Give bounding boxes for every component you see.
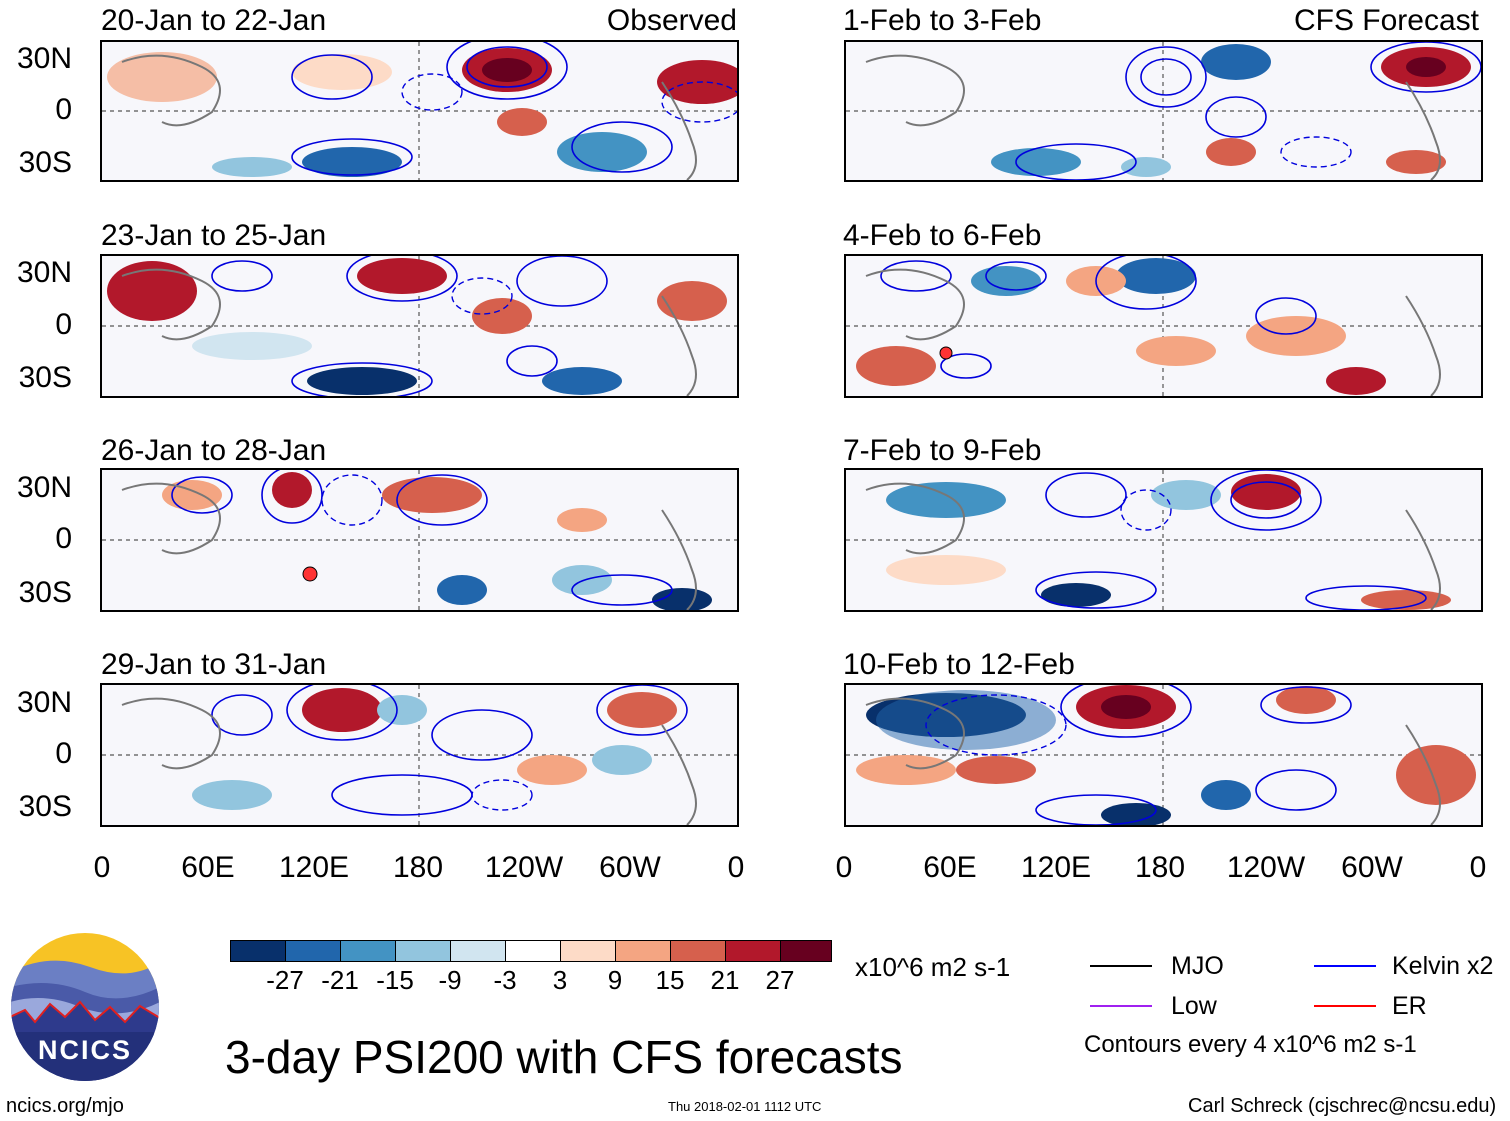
footer-author: Carl Schreck (cjschrec@ncsu.edu) bbox=[1188, 1095, 1497, 1117]
lon-label-120w: 120W bbox=[484, 851, 564, 884]
panel-title-4: 29-Jan to 31-Jan bbox=[101, 648, 327, 681]
colorbar-tick-label: -3 bbox=[493, 965, 517, 995]
colorbar-cell bbox=[670, 940, 726, 962]
lat-label-30n: 30N bbox=[16, 42, 72, 75]
panel-title-8: 10-Feb to 12-Feb bbox=[843, 648, 1075, 681]
colorbar-cell bbox=[340, 940, 396, 962]
map-panel-6 bbox=[844, 254, 1483, 398]
legend-er-line bbox=[1314, 1005, 1376, 1007]
lon-label-180: 180 bbox=[1134, 851, 1186, 884]
colorbar-tick-label: -27 bbox=[266, 965, 304, 995]
lon-label-60e: 60E bbox=[923, 851, 977, 884]
footer-timestamp: Thu 2018-02-01 1112 UTC bbox=[668, 1099, 822, 1114]
lat-label-30s: 30S bbox=[18, 361, 72, 394]
colorbar-cell bbox=[395, 940, 451, 962]
colorbar-cell bbox=[725, 940, 781, 962]
colorbar-cell bbox=[780, 940, 832, 962]
lon-label-120w: 120W bbox=[1226, 851, 1306, 884]
colorbar-tick-label: -9 bbox=[438, 965, 462, 995]
logo-text: NCICS bbox=[37, 1035, 132, 1065]
lon-label-60w: 60W bbox=[599, 851, 661, 884]
legend-note: Contours every 4 x10^6 m2 s-1 bbox=[1084, 1031, 1417, 1058]
colorbar-tick-label: 21 bbox=[710, 965, 740, 995]
colorbar-cell bbox=[505, 940, 561, 962]
lat-label-30s: 30S bbox=[18, 790, 72, 823]
lon-label-0: 0 bbox=[93, 851, 111, 884]
colorbar-cell bbox=[230, 940, 286, 962]
lat-label-eq: 0 bbox=[55, 737, 72, 770]
legend-mjo-label: MJO bbox=[1171, 952, 1224, 980]
lat-label-30n: 30N bbox=[16, 256, 72, 289]
lon-label-120e: 120E bbox=[1020, 851, 1092, 884]
map-panel-8 bbox=[844, 683, 1483, 827]
colorbar-cell bbox=[285, 940, 341, 962]
legend-kelvin-line bbox=[1314, 965, 1376, 967]
lon-label-120e: 120E bbox=[278, 851, 350, 884]
lon-label-0: 0 bbox=[835, 851, 853, 884]
legend-er-label: ER bbox=[1392, 992, 1427, 1020]
map-panel-7 bbox=[844, 468, 1483, 612]
map-panel-2 bbox=[100, 254, 739, 398]
lon-label-60e: 60E bbox=[181, 851, 235, 884]
lon-label-60w: 60W bbox=[1341, 851, 1403, 884]
lat-label-30n: 30N bbox=[16, 686, 72, 719]
main-title: 3-day PSI200 with CFS forecasts bbox=[225, 1031, 903, 1083]
lat-label-eq: 0 bbox=[55, 522, 72, 555]
lat-label-30n: 30N bbox=[16, 471, 72, 504]
map-panel-3 bbox=[100, 468, 739, 612]
colorbar-units: x10^6 m2 s-1 bbox=[855, 952, 1011, 982]
lat-label-eq: 0 bbox=[55, 308, 72, 341]
panel-title-7: 7-Feb to 9-Feb bbox=[843, 434, 1042, 467]
forecast-label: CFS Forecast bbox=[1293, 4, 1479, 37]
legend-low-line bbox=[1090, 1005, 1152, 1007]
lon-label-180: 180 bbox=[392, 851, 444, 884]
map-panel-5 bbox=[844, 40, 1483, 182]
observed-label: Observed bbox=[606, 4, 737, 37]
lat-label-eq: 0 bbox=[55, 93, 72, 126]
panel-title-3: 26-Jan to 28-Jan bbox=[101, 434, 327, 467]
colorbar-tick-label: -21 bbox=[321, 965, 359, 995]
map-panel-1 bbox=[100, 40, 739, 182]
lon-label-0: 0 bbox=[1469, 851, 1487, 884]
footer-url[interactable]: ncics.org/mjo bbox=[6, 1095, 124, 1117]
ncics-logo: NCICS bbox=[10, 932, 160, 1082]
panel-title-1: 20-Jan to 22-Jan bbox=[101, 4, 327, 37]
colorbar-cell bbox=[560, 940, 616, 962]
map-panel-4 bbox=[100, 683, 739, 827]
colorbar bbox=[230, 940, 832, 962]
lat-label-30s: 30S bbox=[18, 146, 72, 179]
panel-title-6: 4-Feb to 6-Feb bbox=[843, 219, 1042, 252]
lat-label-30s: 30S bbox=[18, 576, 72, 609]
legend-mjo-line bbox=[1090, 965, 1152, 967]
colorbar-cell bbox=[450, 940, 506, 962]
panel-title-5: 1-Feb to 3-Feb bbox=[843, 4, 1042, 37]
colorbar-tick-label: 9 bbox=[607, 965, 623, 995]
colorbar-tick-label: 27 bbox=[765, 965, 795, 995]
colorbar-tick-label: 15 bbox=[655, 965, 685, 995]
legend-kelvin-label: Kelvin x2 bbox=[1392, 952, 1494, 980]
legend-low-label: Low bbox=[1171, 992, 1217, 1020]
colorbar-tick-label: 3 bbox=[552, 965, 568, 995]
colorbar-cell bbox=[615, 940, 671, 962]
lon-label-0: 0 bbox=[727, 851, 745, 884]
panel-title-2: 23-Jan to 25-Jan bbox=[101, 219, 327, 252]
colorbar-tick-label: -15 bbox=[376, 965, 414, 995]
